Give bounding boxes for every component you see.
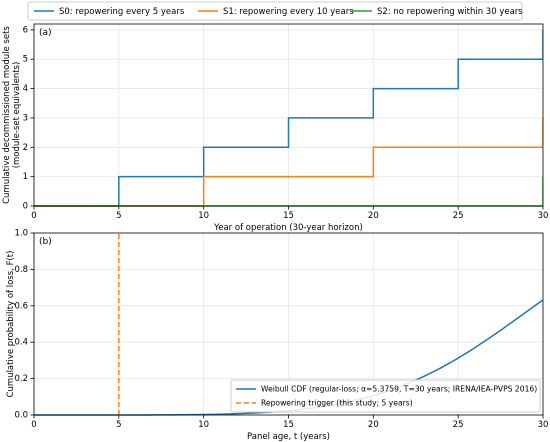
y-tick-label-2: 2 [23, 143, 28, 153]
x-tick-label-2: 10 [198, 420, 209, 430]
panel-a: 0 5 10 15 20 25 30 0 1 2 3 4 5 6 (a) Year of operation … [2, 23, 549, 233]
legend-label-1: S1: repowering every 10 years [223, 7, 354, 17]
y-tick-label-0: 0 [23, 202, 28, 212]
panel-b-legend-label-0: Weibull CDF (regular-loss; α=5.3759, T=3… [261, 385, 537, 394]
x-tick-label-4: 20 [368, 211, 379, 221]
y-tick-label-5: 1.0 [14, 229, 28, 239]
y-tick-label-1: 0.2 [14, 374, 28, 384]
x-tick-label-0: 0 [31, 420, 36, 430]
x-axis-label: Year of operation (30-year horizon) [213, 223, 363, 233]
panel-b-legend-frame [230, 379, 541, 413]
panel-b: 0 5 10 15 20 25 30 0.0 0.2 0.4 0.6 0.8 1.0 (b) Panel a… [6, 229, 548, 442]
x-tick-label-1: 5 [116, 211, 121, 221]
legend-label-2: S2: no repowering within 30 years [377, 7, 523, 17]
x-tick-label-5: 25 [453, 211, 464, 221]
x-tick-label-6: 30 [538, 211, 549, 221]
x-tick-label-6: 30 [538, 420, 549, 430]
x-tick-label-0: 0 [31, 211, 36, 221]
plot-frame [33, 23, 544, 207]
x-axis-label: Panel age, t (years) [247, 432, 330, 442]
y-tick-label-0: 0.0 [14, 411, 28, 421]
plot-frame [33, 232, 544, 416]
y-tick-label-3: 3 [23, 113, 28, 123]
y-tick-label-4: 4 [23, 84, 28, 94]
top-legend-frame [27, 1, 523, 21]
y-tick-label-5: 5 [23, 55, 28, 65]
x-tick-label-4: 20 [368, 420, 379, 430]
x-tick-label-3: 15 [283, 211, 294, 221]
x-tick-label-1: 5 [116, 420, 121, 430]
series-line-0 [34, 29, 543, 207]
x-tick-label-3: 15 [283, 420, 294, 430]
panel-b-legend: Weibull CDF (regular-loss; α=5.3759, T=3… [230, 379, 541, 413]
y-tick-label-1: 1 [23, 172, 28, 182]
y-axis-label-line-1: (module-set equivalents) [12, 62, 22, 169]
top-legend: S0: repowering every 5 years S1: repoweri… [27, 1, 523, 21]
y-axis-label: Cumulative probability of loss, F(t) [6, 251, 16, 398]
y-tick-label-6: 6 [23, 25, 28, 35]
x-tick-label-5: 25 [453, 420, 464, 430]
panel-label: (b) [39, 237, 52, 247]
y-tick-label-4: 0.8 [14, 265, 28, 275]
y-tick-label-2: 0.4 [14, 338, 28, 348]
panel-b-legend-label-1: Repowering trigger (this study; 5 years) [261, 399, 413, 408]
legend-label-0: S0: repowering every 5 years [59, 7, 185, 17]
y-axis-label-line-0: Cumulative decommissioned module sets [2, 26, 12, 204]
x-tick-label-2: 10 [198, 211, 209, 221]
y-tick-label-3: 0.6 [14, 301, 28, 311]
panel-label: (a) [39, 28, 52, 38]
